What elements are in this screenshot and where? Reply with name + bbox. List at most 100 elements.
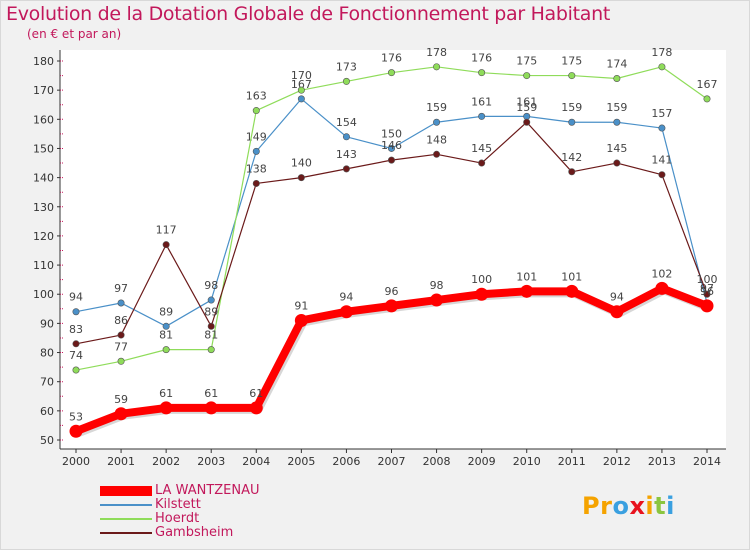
chart-title: Evolution de la Dotation Globale de Fonc…	[6, 3, 611, 25]
data-label-gambsheim: 83	[69, 323, 83, 336]
x-tick-label: 2010	[513, 455, 541, 468]
logo-letter: i	[666, 492, 675, 520]
legend-swatch-gambsheim	[100, 532, 152, 534]
data-label-la-wantzenau: 53	[69, 410, 83, 423]
x-tick-label: 2006	[332, 455, 360, 468]
data-point-gambsheim	[613, 159, 621, 167]
x-tick-label: 2007	[378, 455, 406, 468]
data-label-kilstett: 159	[606, 101, 627, 114]
data-point-kilstett	[207, 296, 215, 304]
x-tick-label: 2008	[423, 455, 451, 468]
data-label-kilstett: 167	[291, 78, 312, 91]
data-label-gambsheim: 145	[471, 142, 492, 155]
data-label-hoerdt: 170	[291, 69, 312, 82]
logo-letter: i	[645, 492, 655, 520]
data-label-gambsheim: 89	[204, 305, 218, 318]
data-label-hoerdt: 175	[516, 55, 537, 68]
data-point-kilstett	[297, 95, 305, 103]
data-label-hoerdt: 175	[561, 55, 582, 68]
data-point-la-wantzenau	[430, 293, 444, 307]
data-label-la-wantzenau: 91	[294, 299, 308, 312]
data-point-la-wantzenau	[700, 299, 714, 313]
data-point-kilstett	[162, 322, 170, 330]
legend-swatch-la-wantzenau	[100, 486, 152, 496]
x-tick-label: 2004	[242, 455, 270, 468]
data-label-gambsheim: 141	[651, 154, 672, 167]
x-tick-label: 2014	[693, 455, 721, 468]
data-label-hoerdt: 178	[426, 46, 447, 59]
proxiti-logo: Proxiti	[582, 492, 675, 520]
data-point-hoerdt	[703, 95, 711, 103]
y-tick-label: 130	[33, 201, 54, 214]
data-label-la-wantzenau: 101	[561, 270, 582, 283]
legend-swatch-kilstett	[100, 504, 152, 506]
data-point-hoerdt	[568, 72, 576, 80]
data-point-kilstett	[568, 118, 576, 126]
chart-subtitle: (en € et par an)	[27, 27, 122, 41]
x-tick-label: 2002	[152, 455, 180, 468]
data-label-kilstett: 161	[516, 95, 537, 108]
data-point-hoerdt	[433, 63, 441, 71]
logo-letter: x	[629, 492, 646, 520]
data-label-kilstett: 159	[426, 101, 447, 114]
chart-legend: LA WANTZENAU Kilstett Hoerdt Gambsheim	[100, 484, 260, 540]
legend-item-gambsheim: Gambsheim	[100, 526, 260, 540]
data-label-gambsheim: 145	[606, 142, 627, 155]
y-tick-label: 160	[33, 113, 54, 126]
data-point-hoerdt	[162, 346, 170, 354]
data-point-hoerdt	[297, 86, 305, 94]
data-point-hoerdt	[387, 69, 395, 77]
data-label-gambsheim: 142	[561, 151, 582, 164]
y-tick-label: 120	[33, 230, 54, 243]
x-tick-label: 2001	[107, 455, 135, 468]
x-tick-label: 2009	[468, 455, 496, 468]
y-tick-label: 60	[40, 405, 54, 418]
data-label-gambsheim: 100	[697, 273, 718, 286]
data-point-gambsheim	[342, 165, 350, 173]
data-label-la-wantzenau: 61	[249, 387, 263, 400]
data-label-kilstett: 150	[381, 127, 402, 140]
logo-letter: r	[600, 492, 613, 520]
data-point-la-wantzenau	[475, 287, 489, 301]
data-point-kilstett	[478, 112, 486, 120]
data-point-gambsheim	[568, 168, 576, 176]
legend-label-kilstett: Kilstett	[155, 497, 201, 512]
data-point-la-wantzenau	[204, 401, 218, 415]
data-label-kilstett: 154	[336, 116, 357, 129]
data-label-kilstett: 97	[114, 282, 128, 295]
data-point-la-wantzenau	[565, 284, 579, 298]
data-point-kilstett	[658, 124, 666, 132]
x-tick-label: 2005	[287, 455, 315, 468]
data-point-gambsheim	[387, 156, 395, 164]
x-tick-label: 2011	[558, 455, 586, 468]
data-label-hoerdt: 176	[471, 52, 492, 65]
y-tick-label: 180	[33, 55, 54, 68]
data-point-hoerdt	[117, 357, 125, 365]
data-label-gambsheim: 159	[516, 101, 537, 114]
data-label-gambsheim: 143	[336, 148, 357, 161]
logo-letter: P	[582, 492, 601, 520]
logo-letter: t	[654, 492, 667, 520]
data-point-gambsheim	[72, 340, 80, 348]
data-point-gambsheim	[658, 171, 666, 179]
data-point-kilstett	[72, 308, 80, 316]
data-point-hoerdt	[207, 346, 215, 354]
legend-label-la-wantzenau: LA WANTZENAU	[155, 483, 260, 498]
data-point-hoerdt	[72, 366, 80, 374]
data-point-kilstett	[387, 144, 395, 152]
data-label-kilstett: 159	[561, 101, 582, 114]
legend-item-la-wantzenau: LA WANTZENAU	[100, 484, 260, 498]
y-tick-label: 140	[33, 172, 54, 185]
x-tick-label: 2003	[197, 455, 225, 468]
legend-item-kilstett: Kilstett	[100, 498, 260, 512]
y-tick-label: 150	[33, 142, 54, 155]
data-label-la-wantzenau: 61	[159, 387, 173, 400]
y-tick-label: 80	[40, 347, 54, 360]
data-label-la-wantzenau: 96	[385, 285, 399, 298]
data-point-hoerdt	[523, 72, 531, 80]
data-point-gambsheim	[207, 322, 215, 330]
data-point-kilstett	[613, 118, 621, 126]
plot-area	[60, 50, 726, 449]
data-label-la-wantzenau: 94	[339, 291, 353, 304]
